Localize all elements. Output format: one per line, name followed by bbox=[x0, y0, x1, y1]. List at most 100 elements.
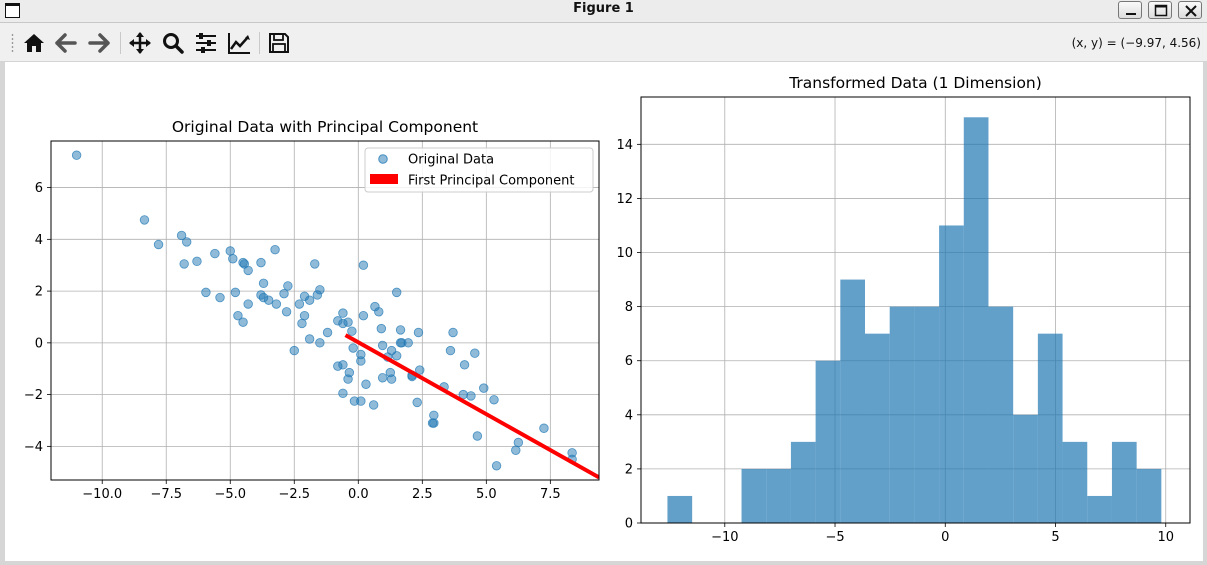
scatter-point bbox=[344, 367, 355, 378]
y-tick-label: 0 bbox=[35, 336, 43, 351]
legend-label-principal-component: First Principal Component bbox=[408, 174, 575, 189]
scatter-point bbox=[263, 295, 274, 305]
scatter-point bbox=[386, 374, 397, 384]
scatter-point bbox=[238, 317, 248, 327]
maximize-button[interactable] bbox=[1148, 1, 1172, 19]
scatter-point bbox=[472, 431, 483, 441]
legend-marker-line bbox=[370, 174, 398, 184]
histogram-bar bbox=[1013, 414, 1038, 523]
window-titlebar: Figure 1 bbox=[0, 0, 1207, 23]
forward-button[interactable] bbox=[85, 30, 113, 56]
scatter-point bbox=[230, 287, 241, 298]
scatter-point bbox=[403, 338, 413, 348]
histogram-bar bbox=[1087, 495, 1112, 523]
toolbar-separator bbox=[259, 32, 260, 54]
histogram-bar bbox=[790, 441, 816, 523]
y-tick-label: 4 bbox=[35, 233, 43, 248]
histogram-bars bbox=[667, 117, 1162, 524]
configure-subplots-button[interactable] bbox=[192, 30, 220, 56]
scatter-point bbox=[310, 259, 320, 269]
magnifier-icon bbox=[163, 33, 184, 54]
home-button[interactable] bbox=[20, 30, 48, 56]
save-button[interactable] bbox=[265, 30, 293, 56]
minimize-button[interactable] bbox=[1118, 1, 1142, 19]
y-tick-label: 2 bbox=[625, 462, 633, 477]
x-tick-label: −10.0 bbox=[82, 487, 122, 502]
close-icon bbox=[1185, 5, 1197, 17]
scatter-point bbox=[470, 348, 480, 358]
x-tick-label: −5 bbox=[825, 530, 844, 545]
scatter-point bbox=[445, 345, 456, 356]
histogram-bar bbox=[741, 468, 767, 523]
scatter-point bbox=[256, 290, 266, 300]
window-title: Figure 1 bbox=[573, 1, 634, 16]
scatter-point bbox=[176, 230, 187, 241]
scatter-point bbox=[192, 256, 202, 267]
scatter-point bbox=[243, 299, 253, 309]
scatter-point bbox=[225, 246, 235, 256]
y-tick-label: 0 bbox=[625, 517, 633, 532]
scatter-point bbox=[511, 445, 521, 455]
scatter-point bbox=[338, 388, 348, 399]
scatter-point bbox=[233, 310, 243, 321]
histogram-bar bbox=[766, 468, 791, 523]
scatter-point bbox=[228, 254, 238, 264]
pan-button[interactable] bbox=[126, 30, 154, 56]
scatter-point bbox=[71, 150, 82, 160]
scatter-point bbox=[322, 327, 333, 338]
scatter-point bbox=[283, 281, 293, 291]
scatter-point bbox=[258, 278, 269, 289]
histogram-bar bbox=[1037, 333, 1063, 523]
floppy-disk-icon bbox=[269, 33, 289, 53]
edit-axes-button[interactable] bbox=[225, 30, 253, 56]
home-icon bbox=[24, 34, 44, 52]
x-tick-label: 7.5 bbox=[540, 487, 561, 502]
axes-frame bbox=[50, 140, 600, 481]
scatter-point bbox=[297, 318, 307, 329]
scatter-point bbox=[513, 437, 524, 448]
y-tick-label: −2 bbox=[24, 388, 43, 403]
histogram-bar bbox=[988, 306, 1014, 523]
axes-frame bbox=[640, 96, 1191, 524]
histogram-bar bbox=[1136, 468, 1162, 523]
scatter-point bbox=[343, 317, 353, 327]
histogram-bar bbox=[963, 117, 989, 524]
scatter-point bbox=[368, 400, 379, 410]
y-tick-label: 2 bbox=[35, 285, 43, 300]
sliders-icon bbox=[196, 33, 216, 53]
scatter-point bbox=[281, 307, 292, 317]
scatter-point bbox=[270, 244, 280, 255]
toolbar-grip[interactable] bbox=[11, 33, 14, 53]
figure-canvas[interactable]: −10.0 −7.5 −5.0 −2.5 0.0 2.5 5.0 7.5 −4 −2 0 2 4 6 Ori… bbox=[5, 62, 1203, 561]
zoom-button[interactable] bbox=[159, 30, 187, 56]
plot-area bbox=[71, 150, 599, 480]
y-tick-label: −4 bbox=[24, 440, 43, 455]
y-tick-label: 4 bbox=[625, 408, 633, 423]
scatter-point bbox=[413, 327, 424, 338]
close-button[interactable] bbox=[1178, 1, 1202, 19]
histogram-bar bbox=[815, 360, 841, 523]
back-button[interactable] bbox=[52, 30, 80, 56]
figure-svg[interactable]: −10.0 −7.5 −5.0 −2.5 0.0 2.5 5.0 7.5 −4 −2 0 2 4 6 Ori… bbox=[5, 62, 1203, 561]
scatter-point bbox=[361, 379, 371, 389]
scatter-point bbox=[448, 327, 458, 338]
histogram-bar bbox=[1062, 441, 1088, 523]
maximize-icon bbox=[1154, 4, 1168, 17]
principal-component-line bbox=[344, 333, 599, 480]
x-tick-label: 5 bbox=[1051, 530, 1059, 545]
x-tick-label: −10 bbox=[711, 530, 738, 545]
x-tick-label: −2.5 bbox=[278, 487, 310, 502]
histogram-bar bbox=[889, 306, 915, 523]
scatter-point bbox=[348, 343, 358, 353]
scatter-point bbox=[356, 356, 366, 366]
scatter-point bbox=[304, 295, 315, 305]
scatter-point bbox=[491, 461, 502, 471]
x-tick-label: −5.0 bbox=[214, 487, 246, 502]
scatter-point bbox=[338, 360, 348, 370]
scatter-point bbox=[356, 396, 366, 406]
x-tick-label: 0.0 bbox=[348, 487, 369, 502]
legend-box bbox=[364, 147, 594, 193]
histogram-bar bbox=[939, 225, 964, 523]
y-tick-label: 6 bbox=[35, 181, 43, 196]
x-tick-label: 10 bbox=[1157, 530, 1174, 545]
